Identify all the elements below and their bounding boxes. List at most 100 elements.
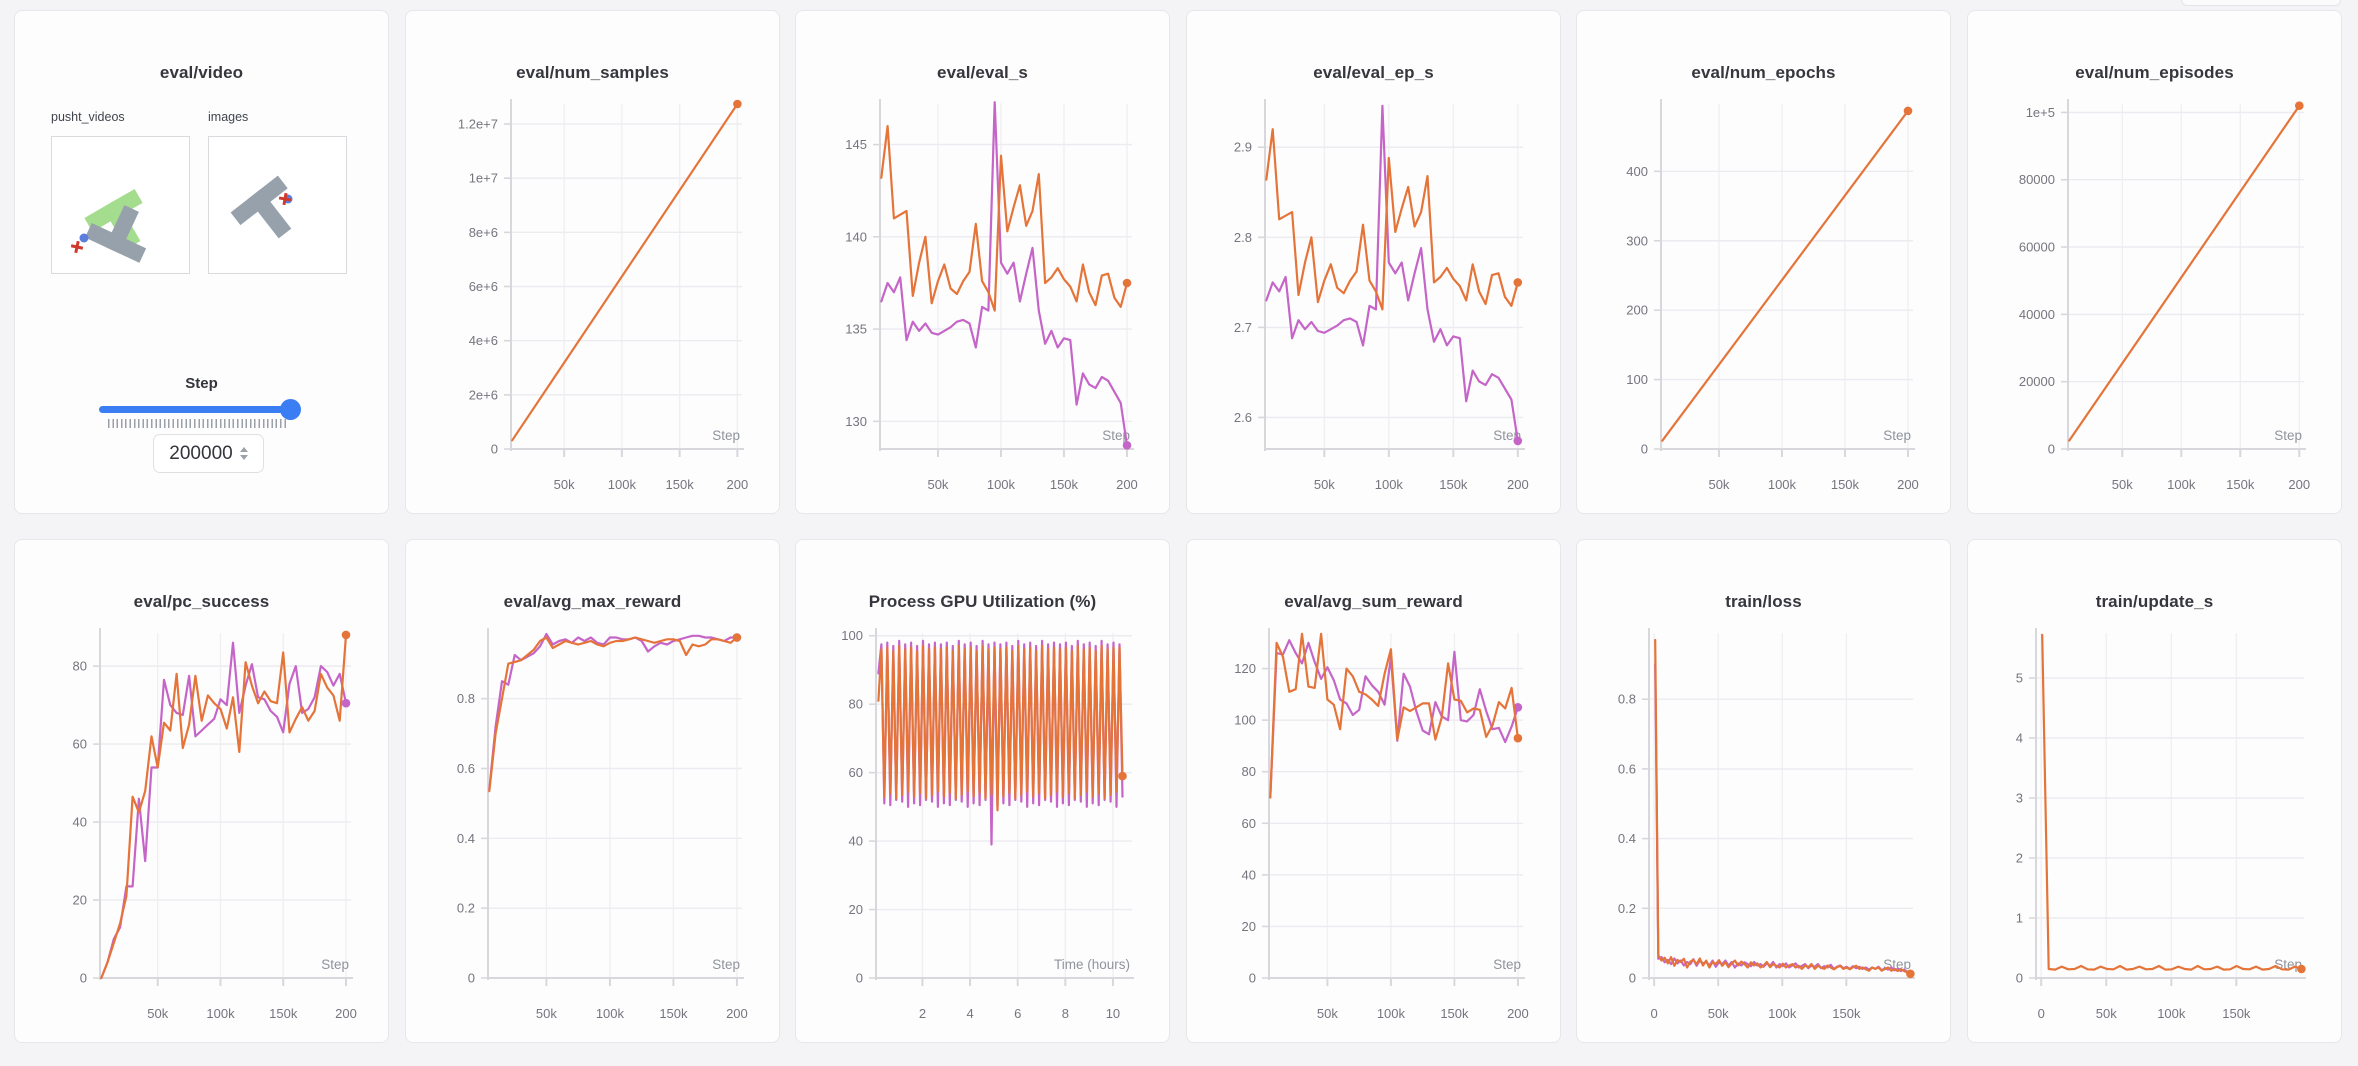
step-input-value[interactable]: 200000	[169, 442, 233, 464]
chart-eval-num-episodes[interactable]: 0 20000 40000 60000 80000 1e+5 50k 100k 150k 200 S…	[1968, 11, 2340, 512]
panel-train-update-s: train/update_s 0 1 2 3 4 5 0 50k 100k 150k Step	[1967, 539, 2342, 1043]
x-tick-label: 0	[1651, 1006, 1658, 1021]
y-tick-label: 300	[1626, 233, 1648, 248]
y-tick-label: 130	[845, 414, 867, 429]
y-tick-label: 100	[841, 628, 863, 643]
stepper-spin-buttons[interactable]	[239, 447, 248, 460]
step-slider-ticks	[108, 419, 288, 428]
x-tick-label: 100k	[1768, 477, 1797, 492]
panel-eval-pc-success: eval/pc_success 0 20 40 60 80 50k 100k 150k 200 S…	[14, 539, 389, 1043]
series-end-dot-run-purple	[1513, 436, 1523, 446]
series-end-dot-run-purple	[341, 698, 351, 708]
chart-eval-avg-max-reward[interactable]: 0 0.2 0.4 0.6 0.8 50k 100k 150k 200 Step	[406, 540, 778, 1041]
y-tick-label: 0	[1629, 971, 1636, 986]
y-tick-label: 0.4	[1618, 831, 1636, 846]
pusht-video-thumbnail[interactable]	[51, 136, 190, 274]
y-tick-label: 0.4	[457, 831, 475, 846]
chart-title: eval/pc_success	[133, 592, 270, 611]
step-slider-track[interactable]	[99, 406, 296, 413]
y-tick-label: 20	[849, 902, 863, 917]
series-end-dot-run-orange	[341, 630, 351, 640]
x-tick-label: 200	[335, 1006, 357, 1021]
y-tick-label: 0.2	[1618, 901, 1636, 916]
x-tick-label: 150k	[1439, 477, 1468, 492]
step-input[interactable]: 200000	[153, 434, 264, 473]
target-cross-icon	[70, 240, 84, 254]
chart-eval-avg-sum-reward[interactable]: 0 20 40 60 80 100 120 50k 100k 150k 200 Step	[1187, 540, 1559, 1041]
stepper-up-icon[interactable]	[239, 447, 248, 452]
x-axis-label: Step	[1883, 428, 1911, 443]
y-tick-label: 0	[468, 971, 475, 986]
x-tick-label: 100k	[987, 477, 1016, 492]
y-tick-label: 6e+6	[469, 279, 498, 294]
x-tick-label: 50k	[2112, 477, 2133, 492]
y-tick-label: 135	[845, 322, 867, 337]
y-tick-label: 60	[1242, 816, 1256, 831]
x-tick-label: 150k	[2222, 1006, 2251, 1021]
y-tick-label: 40000	[2019, 307, 2055, 322]
x-tick-label: 200	[726, 1006, 748, 1021]
panel-eval-num-episodes: eval/num_episodes 0 20000 40000 60000 80000 1…	[1967, 10, 2342, 514]
y-tick-label: 0.6	[457, 761, 475, 776]
x-tick-label: 200	[1507, 1006, 1529, 1021]
y-tick-label: 1.2e+7	[458, 117, 498, 132]
chart-title: eval/avg_sum_reward	[1284, 592, 1463, 611]
x-tick-label: 150k	[1440, 1006, 1469, 1021]
y-tick-label: 3	[2016, 791, 2023, 806]
y-tick-label: 80	[73, 659, 87, 674]
y-tick-label: 0	[1249, 971, 1256, 986]
stepper-down-icon[interactable]	[239, 455, 248, 460]
panel-eval-avg-sum-reward: eval/avg_sum_reward 0 20 40 60 80 100 120 50k 10…	[1186, 539, 1561, 1043]
series-line-run-purple	[1269, 639, 1519, 799]
x-tick-label: 100k	[596, 1006, 625, 1021]
chart-gpu-utilization[interactable]: 0 20 40 60 80 100 2 4 6 8 10 Time (hours)	[796, 540, 1168, 1041]
y-tick-label: 0	[1641, 442, 1648, 457]
chart-title: train/loss	[1725, 592, 1802, 611]
x-tick-label: 2	[919, 1006, 926, 1021]
images-thumbnail[interactable]	[208, 136, 347, 274]
chart-eval-num-samples[interactable]: 0 2e+6 4e+6 6e+6 8e+6 1e+7 1.2e+7 50k 100k 150k 20…	[406, 11, 778, 512]
y-tick-label: 2.6	[1234, 410, 1252, 425]
series-end-dot-run-orange	[2297, 964, 2306, 974]
y-tick-label: 1	[2016, 911, 2023, 926]
y-tick-label: 4e+6	[469, 333, 498, 348]
y-tick-label: 140	[845, 229, 867, 244]
y-tick-label: 40	[849, 834, 863, 849]
panel-eval-num-epochs: eval/num_epochs 0 100 200 300 400 50k 100k 150k…	[1576, 10, 1951, 514]
series-line-run-orange	[2068, 104, 2301, 442]
y-tick-label: 60	[73, 737, 87, 752]
series-line-run-orange	[1654, 638, 1912, 975]
y-tick-label: 145	[845, 137, 867, 152]
x-tick-label: 100k	[2157, 1006, 2186, 1021]
x-tick-label: 100k	[206, 1006, 235, 1021]
panel-gpu-utilization: Process GPU Utilization (%) 0 20 40 60 80 100…	[795, 539, 1170, 1043]
x-tick-label: 150k	[1050, 477, 1079, 492]
x-tick-label: 6	[1014, 1006, 1021, 1021]
series-end-dot-run-orange	[1118, 771, 1127, 781]
chart-eval-pc-success[interactable]: 0 20 40 60 80 50k 100k 150k 200 Step	[15, 540, 387, 1041]
series-line-run-orange	[877, 644, 1124, 812]
x-tick-label: 100k	[1377, 1006, 1406, 1021]
y-tick-label: 80	[1242, 764, 1256, 779]
chart-title: eval/avg_max_reward	[503, 592, 682, 611]
chart-eval-num-epochs[interactable]: 0 100 200 300 400 50k 100k 150k 200 Step	[1577, 11, 1949, 512]
agent-dot	[79, 233, 89, 243]
series-end-dot-run-orange	[1906, 969, 1915, 979]
chart-eval-eval-s[interactable]: 130 135 140 145 50k 100k 150k 200 Step	[796, 11, 1168, 512]
x-axis-label: Step	[1493, 957, 1521, 972]
series-end-dot-run-purple	[1513, 703, 1523, 712]
series-line-run-orange	[1269, 632, 1519, 799]
y-tick-label: 400	[1626, 164, 1648, 179]
x-tick-label: 50k	[1314, 477, 1335, 492]
y-tick-label: 4	[2016, 731, 2023, 746]
chart-title: eval/num_samples	[516, 63, 669, 82]
x-tick-label: 50k	[147, 1006, 168, 1021]
x-tick-label: 100k	[608, 477, 637, 492]
media-caption-pusht-videos: pusht_videos	[51, 110, 125, 124]
y-tick-label: 2e+6	[469, 387, 498, 402]
y-tick-label: 2.9	[1234, 140, 1252, 155]
step-slider-thumb[interactable]	[280, 399, 301, 420]
